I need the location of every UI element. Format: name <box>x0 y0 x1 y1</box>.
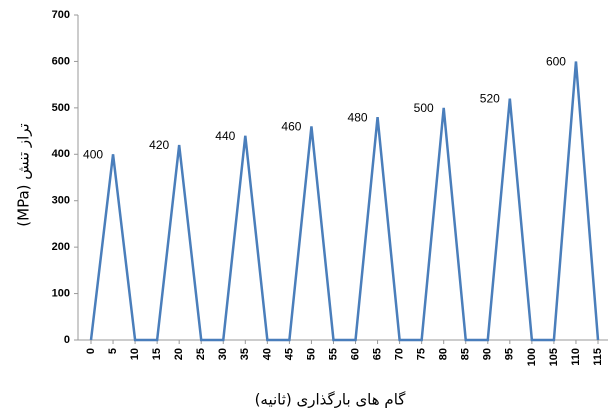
x-tick-label: 5 <box>107 348 119 354</box>
data-label: 420 <box>149 138 169 152</box>
data-label: 480 <box>348 110 368 124</box>
x-tick-label: 65 <box>371 348 383 360</box>
x-tick-label: 20 <box>173 348 185 360</box>
x-tick-label: 95 <box>504 348 516 360</box>
x-tick-label: 45 <box>283 348 295 360</box>
data-label: 500 <box>414 101 434 115</box>
x-tick-label: 60 <box>349 348 361 360</box>
x-tick-label: 110 <box>570 348 582 366</box>
y-tick-label: 700 <box>52 9 70 21</box>
x-tick-label: 75 <box>416 348 428 360</box>
y-tick-label: 200 <box>52 241 70 253</box>
y-tick-label: 300 <box>52 195 70 207</box>
data-label: 400 <box>83 147 103 161</box>
x-tick-label: 70 <box>394 348 406 360</box>
data-label: 460 <box>281 120 301 134</box>
x-tick-label: 0 <box>85 348 97 354</box>
x-tick-label: 105 <box>548 348 560 366</box>
x-tick-label: 10 <box>129 348 141 360</box>
data-label: 440 <box>215 129 235 143</box>
x-tick-label: 25 <box>195 348 207 360</box>
x-tick-label: 100 <box>526 348 538 366</box>
data-label: 520 <box>480 92 500 106</box>
x-tick-label: 55 <box>327 348 339 360</box>
x-tick-label: 15 <box>151 348 163 360</box>
x-axis-title: گام های بارگذاری (ثانیه) <box>255 391 407 409</box>
y-tick-label: 500 <box>52 102 70 114</box>
y-tick-label: 400 <box>52 148 70 160</box>
x-tick-label: 35 <box>239 348 251 360</box>
x-tick-label: 85 <box>460 348 472 360</box>
y-tick-label: 0 <box>64 334 70 346</box>
x-tick-label: 90 <box>482 348 494 360</box>
x-tick-label: 115 <box>592 348 604 366</box>
x-tick-label: 80 <box>438 348 450 360</box>
y-tick-label: 100 <box>52 287 70 299</box>
x-tick-label: 30 <box>217 348 229 360</box>
line-series <box>89 61 600 342</box>
y-axis-title: تراز تنش (MPa) <box>15 123 33 226</box>
data-label: 600 <box>546 55 566 69</box>
x-tick-label: 50 <box>305 348 317 360</box>
y-tick-label: 600 <box>52 55 70 67</box>
x-tick-label: 40 <box>261 348 273 360</box>
